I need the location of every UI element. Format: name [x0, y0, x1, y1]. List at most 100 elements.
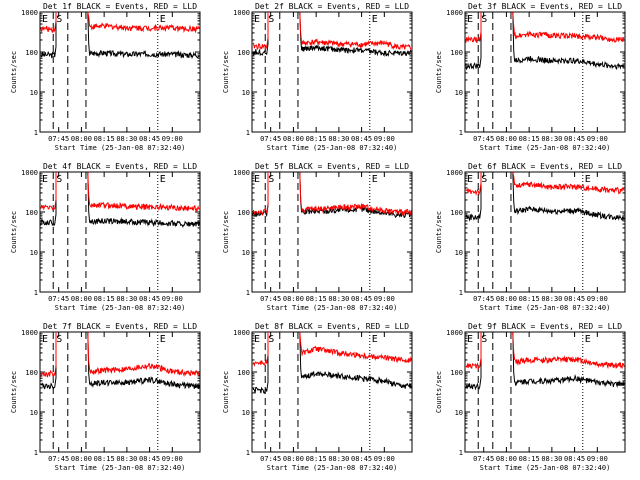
y-axis-label: Counts/sec	[222, 51, 230, 93]
x-tick-label: 08:30	[541, 295, 562, 303]
lld-series-line	[512, 331, 625, 370]
events-series-line	[87, 171, 200, 229]
y-tick-label: 10	[30, 409, 38, 417]
y-tick-label: 1000	[233, 329, 250, 337]
events-series-line	[252, 12, 269, 57]
plot-frame	[39, 331, 201, 453]
y-tick-label: 10	[30, 89, 38, 97]
x-tick-label: 08:15	[519, 295, 540, 303]
x-tick-label: 08:00	[283, 455, 304, 463]
x-tick-label: 07:45	[260, 455, 281, 463]
x-tick-label: 07:45	[260, 135, 281, 143]
x-tick-label: 08:00	[283, 135, 304, 143]
x-tick-label: 08:30	[328, 455, 349, 463]
events-series-line	[512, 171, 625, 221]
plot-frame	[39, 171, 201, 293]
y-tick-label: 1	[459, 129, 463, 137]
lld-series-line	[252, 332, 269, 367]
panel-title: Det 9f BLACK = Events, RED = LLD	[468, 322, 622, 331]
detector-panel: Det 2f BLACK = Events, RED = LLD 1 10 100 10…	[222, 2, 413, 152]
marker-label-s: S	[481, 174, 487, 185]
x-tick-label: 08:30	[116, 295, 137, 303]
lld-series-line	[465, 172, 482, 196]
lld-series-line	[252, 172, 269, 217]
x-tick-label: 09:00	[374, 295, 395, 303]
x-tick-label: 08:15	[94, 135, 115, 143]
marker-label-e: E	[254, 334, 260, 345]
x-tick-label: 08:00	[71, 135, 92, 143]
x-axis-label: Start Time (25-Jan-08 07:32:40)	[55, 464, 186, 472]
y-tick-label: 1000	[446, 9, 463, 17]
y-tick-label: 1000	[233, 9, 250, 17]
lld-series-line	[299, 331, 412, 363]
marker-label-e: E	[42, 14, 48, 25]
marker-label-e2: E	[372, 14, 378, 25]
y-axis-label: Counts/sec	[435, 51, 443, 93]
x-tick-label: 08:00	[71, 455, 92, 463]
events-series-line	[465, 332, 482, 391]
y-tick-label: 1	[246, 449, 250, 457]
events-series-line	[87, 11, 200, 60]
y-axis-label: Counts/sec	[10, 371, 18, 413]
events-series-line	[512, 11, 625, 70]
lld-series-line	[299, 171, 412, 216]
y-axis-label: Counts/sec	[10, 51, 18, 93]
marker-label-s: S	[268, 334, 274, 345]
x-tick-label: 07:45	[48, 135, 69, 143]
plot-frame	[464, 11, 626, 133]
events-series-line	[40, 12, 57, 59]
panel-title: Det 4f BLACK = Events, RED = LLD	[43, 162, 197, 171]
y-tick-label: 100	[25, 209, 38, 217]
marker-label-e: E	[42, 174, 48, 185]
marker-label-e: E	[467, 14, 473, 25]
lld-series-line	[252, 12, 269, 51]
x-tick-label: 09:00	[162, 135, 183, 143]
y-tick-label: 100	[25, 49, 38, 57]
y-tick-label: 1000	[21, 169, 38, 177]
x-tick-label: 08:45	[351, 455, 372, 463]
x-tick-label: 08:45	[139, 135, 160, 143]
marker-label-s: S	[268, 14, 274, 25]
marker-label-e2: E	[372, 334, 378, 345]
x-axis-label: Start Time (25-Jan-08 07:32:40)	[480, 464, 611, 472]
x-tick-label: 08:30	[328, 135, 349, 143]
lld-series-line	[299, 11, 412, 51]
y-tick-label: 1	[246, 289, 250, 297]
lld-series-line	[40, 332, 57, 379]
x-tick-label: 09:00	[587, 455, 608, 463]
panel-title: Det 8f BLACK = Events, RED = LLD	[255, 322, 409, 331]
x-axis-label: Start Time (25-Jan-08 07:32:40)	[267, 464, 398, 472]
lld-series-line	[87, 171, 200, 213]
lld-series-line	[40, 172, 57, 211]
x-tick-label: 07:45	[473, 295, 494, 303]
x-tick-label: 08:30	[328, 295, 349, 303]
x-tick-label: 07:45	[260, 295, 281, 303]
x-tick-label: 09:00	[162, 295, 183, 303]
detector-panel: Det 4f BLACK = Events, RED = LLD 1 10 100 10…	[10, 162, 201, 312]
marker-label-s: S	[56, 174, 62, 185]
events-series-line	[252, 332, 269, 394]
events-series-line	[252, 172, 269, 218]
x-tick-label: 08:45	[564, 295, 585, 303]
y-tick-label: 1000	[21, 9, 38, 17]
events-series-line	[512, 331, 625, 388]
plot-frame	[251, 11, 413, 133]
x-tick-label: 08:15	[306, 135, 327, 143]
lld-series-line	[40, 12, 57, 34]
y-tick-label: 1000	[21, 329, 38, 337]
marker-label-s: S	[268, 174, 274, 185]
panel-title: Det 2f BLACK = Events, RED = LLD	[255, 2, 409, 11]
detector-panel: Det 1f BLACK = Events, RED = LLD 1 10 100 10…	[10, 2, 201, 152]
y-tick-label: 10	[30, 249, 38, 257]
lld-series-line	[87, 11, 200, 34]
y-tick-label: 10	[242, 89, 250, 97]
marker-label-e2: E	[160, 14, 166, 25]
y-tick-label: 10	[242, 409, 250, 417]
x-tick-label: 08:30	[116, 135, 137, 143]
marker-label-s: S	[481, 14, 487, 25]
events-series-line	[465, 172, 482, 222]
events-series-line	[299, 331, 412, 389]
x-tick-label: 09:00	[374, 455, 395, 463]
y-axis-label: Counts/sec	[10, 211, 18, 253]
x-tick-label: 08:45	[564, 455, 585, 463]
